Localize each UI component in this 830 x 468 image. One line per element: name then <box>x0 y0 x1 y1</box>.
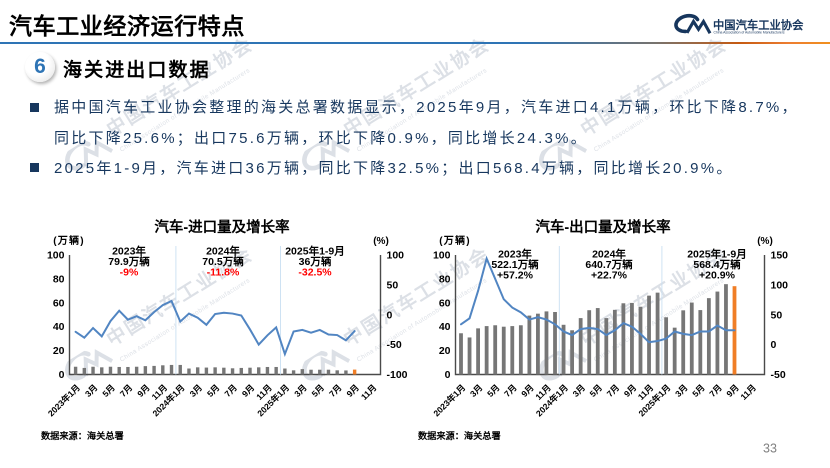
svg-text:80: 80 <box>439 273 451 285</box>
svg-text:5月: 5月 <box>690 382 707 399</box>
svg-text:7月: 7月 <box>502 382 519 399</box>
svg-text:5月: 5月 <box>485 382 502 399</box>
svg-text:50: 50 <box>771 309 783 321</box>
svg-text:7月: 7月 <box>327 382 344 399</box>
svg-text:-50: -50 <box>387 339 402 351</box>
svg-text:11月: 11月 <box>738 382 758 402</box>
svg-text:2023年: 2023年 <box>112 245 146 258</box>
svg-text:20: 20 <box>53 345 65 357</box>
svg-text:3月: 3月 <box>571 382 588 399</box>
svg-text:36万辆: 36万辆 <box>299 255 332 268</box>
svg-text:50: 50 <box>387 279 399 291</box>
svg-text:+22.7%: +22.7% <box>591 270 628 282</box>
svg-text:9月: 9月 <box>135 382 152 399</box>
svg-text:2024年: 2024年 <box>206 245 240 258</box>
svg-text:33: 33 <box>763 442 777 456</box>
svg-text:2023年1月: 2023年1月 <box>431 382 468 419</box>
svg-text:China Association of Automobil: China Association of Automobile Manufact… <box>714 31 785 35</box>
svg-text:中国汽车工业协会: 中国汽车工业协会 <box>713 18 804 32</box>
svg-text:0: 0 <box>771 339 777 351</box>
svg-text:60: 60 <box>439 297 451 309</box>
svg-text:7月: 7月 <box>222 382 239 399</box>
svg-text:0: 0 <box>59 369 65 381</box>
svg-text:3月: 3月 <box>673 382 690 399</box>
svg-text:0: 0 <box>445 369 451 381</box>
svg-text:3月: 3月 <box>292 382 309 399</box>
svg-text:5月: 5月 <box>205 382 222 399</box>
svg-text:7月: 7月 <box>707 382 724 399</box>
svg-text:9月: 9月 <box>519 382 536 399</box>
svg-text:(%): (%) <box>757 236 773 247</box>
svg-text:7月: 7月 <box>605 382 622 399</box>
svg-text:数据来源：海关总署: 数据来源：海关总署 <box>417 430 501 441</box>
svg-text:2023年1月: 2023年1月 <box>45 382 82 419</box>
svg-text:100: 100 <box>47 250 65 262</box>
svg-text:5月: 5月 <box>588 382 605 399</box>
svg-text:5月: 5月 <box>310 382 327 399</box>
svg-text:+57.2%: +57.2% <box>497 270 534 282</box>
svg-text:5月: 5月 <box>100 382 117 399</box>
svg-text:3月: 3月 <box>188 382 205 399</box>
svg-text:3月: 3月 <box>468 382 485 399</box>
svg-text:-32.5%: -32.5% <box>298 267 332 279</box>
svg-text:79.9万辆: 79.9万辆 <box>108 255 150 268</box>
svg-text:522.1万辆: 522.1万辆 <box>491 258 539 271</box>
svg-text:100: 100 <box>387 250 405 262</box>
svg-text:80: 80 <box>53 273 65 285</box>
svg-text:11月: 11月 <box>359 382 379 402</box>
svg-text:(%): (%) <box>373 236 389 247</box>
svg-text:3月: 3月 <box>83 382 100 399</box>
svg-text:20: 20 <box>439 345 451 357</box>
svg-text:640.7万辆: 640.7万辆 <box>585 258 633 271</box>
svg-text:(万辆): (万辆) <box>53 234 84 247</box>
svg-text:9月: 9月 <box>345 382 362 399</box>
svg-text:0: 0 <box>387 309 393 321</box>
svg-text:+20.9%: +20.9% <box>699 270 736 282</box>
svg-text:(万辆): (万辆) <box>439 234 470 247</box>
svg-text:-50: -50 <box>771 369 786 381</box>
svg-text:9月: 9月 <box>240 382 257 399</box>
svg-text:9月: 9月 <box>622 382 639 399</box>
svg-text:100: 100 <box>433 250 451 262</box>
svg-text:-11.8%: -11.8% <box>207 267 240 279</box>
svg-text:9月: 9月 <box>724 382 741 399</box>
svg-text:-9%: -9% <box>120 267 139 279</box>
svg-text:-100: -100 <box>387 369 408 381</box>
svg-text:40: 40 <box>53 321 65 333</box>
svg-text:2023年: 2023年 <box>498 248 532 261</box>
svg-text:2024年: 2024年 <box>592 248 626 261</box>
svg-text:150: 150 <box>771 250 789 262</box>
svg-text:100: 100 <box>771 279 789 291</box>
svg-text:7月: 7月 <box>118 382 135 399</box>
svg-text:60: 60 <box>53 297 65 309</box>
svg-text:数据来源：海关总署: 数据来源：海关总署 <box>40 430 124 441</box>
svg-text:汽车-出口量及增长率: 汽车-出口量及增长率 <box>535 218 671 236</box>
svg-text:70.5万辆: 70.5万辆 <box>202 255 244 268</box>
svg-text:2025年1-9月: 2025年1-9月 <box>285 245 345 258</box>
svg-text:汽车-进口量及增长率: 汽车-进口量及增长率 <box>154 218 290 236</box>
svg-text:568.4万辆: 568.4万辆 <box>693 258 741 271</box>
svg-text:40: 40 <box>439 321 451 333</box>
svg-text:2025年1-9月: 2025年1-9月 <box>687 248 747 261</box>
